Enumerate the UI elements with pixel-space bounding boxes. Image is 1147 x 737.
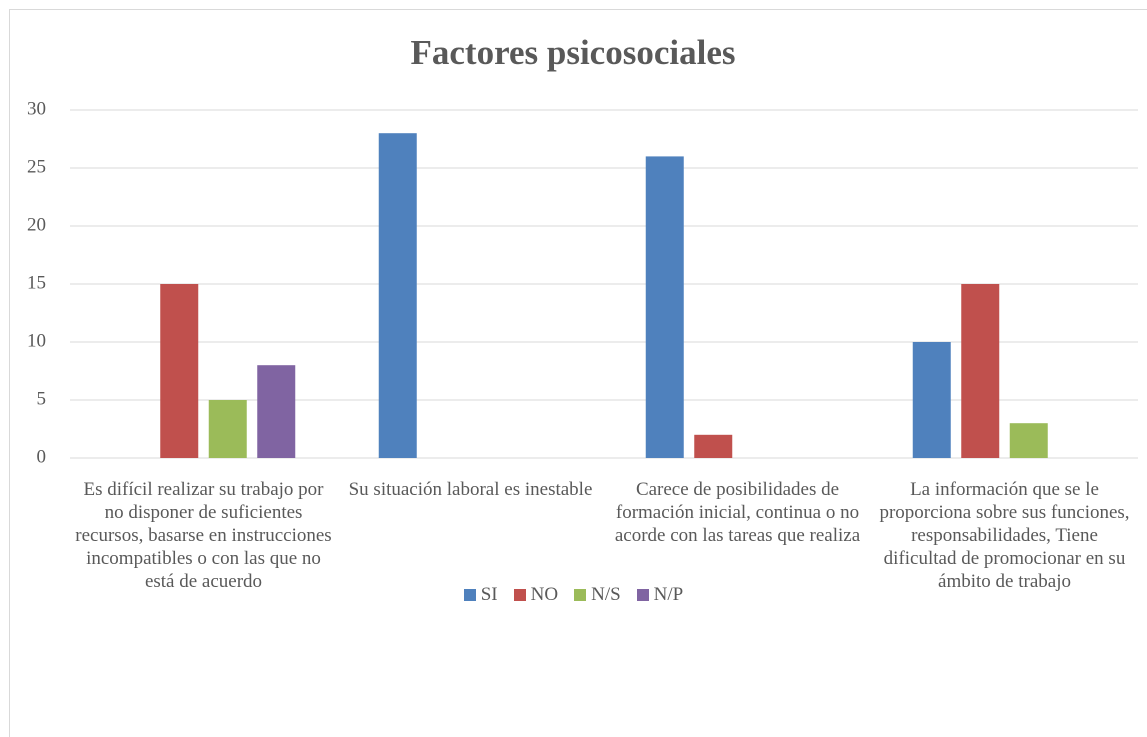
- y-tick-label: 5: [37, 388, 47, 409]
- legend-swatch: [636, 589, 649, 601]
- x-tick-label: Es difícil realizar su trabajo por no di…: [75, 479, 332, 592]
- x-tick-label: La información que se le proporciona sob…: [879, 479, 1130, 592]
- x-tick-label: Su situación laboral es inestable: [348, 479, 593, 500]
- x-tick-label: Carece de posibilidades de formación ini…: [614, 479, 861, 546]
- bar: [1009, 423, 1048, 458]
- legend-swatch: [574, 589, 587, 601]
- legend: SI NO N/S N/P: [0, 584, 1147, 606]
- legend-swatch: [513, 589, 526, 601]
- legend-label: N/S: [591, 584, 621, 605]
- legend-label: N/P: [653, 584, 684, 605]
- legend-item: SI: [463, 584, 498, 606]
- legend-item: NO: [513, 584, 559, 606]
- legend-item: N/P: [636, 584, 684, 606]
- bar: [378, 133, 417, 458]
- y-tick-label: 15: [27, 272, 46, 293]
- bar: [694, 434, 733, 458]
- y-tick-label: 0: [37, 446, 47, 467]
- bar: [645, 156, 684, 458]
- chart-border: [9, 9, 1147, 737]
- y-tick-label: 20: [27, 214, 46, 235]
- legend-label: NO: [530, 584, 559, 605]
- chart-title: Factores psicosociales: [411, 33, 736, 72]
- y-tick-label: 25: [27, 156, 46, 177]
- y-tick-label: 10: [27, 330, 46, 351]
- bar: [912, 342, 951, 458]
- bar: [160, 284, 199, 458]
- legend-label: SI: [480, 584, 498, 605]
- bar: [257, 365, 296, 458]
- legend-swatch: [463, 589, 476, 601]
- legend-item: N/S: [574, 584, 621, 606]
- y-tick-label: 30: [27, 98, 46, 119]
- bar: [208, 400, 247, 458]
- bar: [961, 284, 1000, 458]
